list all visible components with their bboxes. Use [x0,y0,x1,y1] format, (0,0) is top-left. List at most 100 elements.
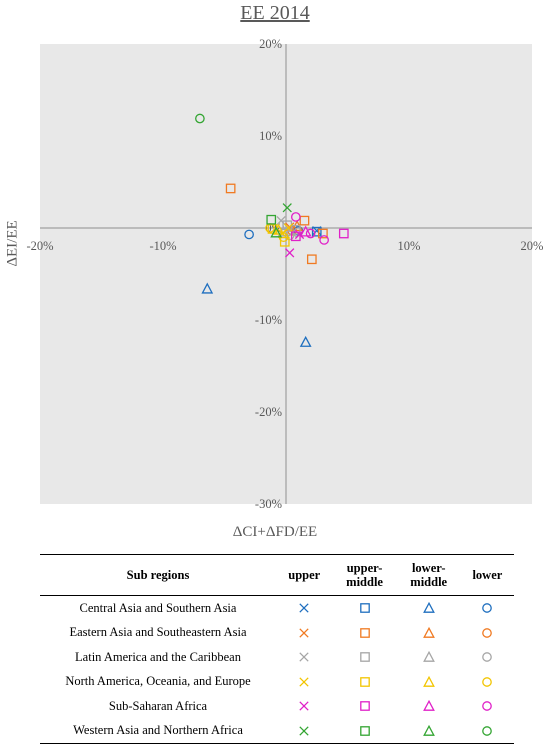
legend-x-marker [299,701,309,711]
legend-symbol-cell [396,718,461,744]
data-point [276,215,286,226]
legend-region-label: Latin America and the Caribbean [75,649,241,664]
legend-symbol [359,676,370,687]
data-point [195,113,205,124]
data-point [201,282,214,294]
legend-symbol [299,652,309,662]
legend-symbol-cell [397,670,461,695]
data-point [244,229,254,240]
legend-symbol [299,603,309,613]
data-point [279,236,290,247]
legend-square-marker [359,652,370,663]
legend-header-subregions: Sub regions [40,554,276,596]
legend-header-lower-middle-line2: middle [410,575,448,589]
legend-row: Eastern Asia and Southeastern Asia [40,621,514,646]
scatter-chart: -20% -10% 10% 20%-30%-20%-10%0%10%20% [26,37,544,511]
x-tick-label: 20% [521,239,544,253]
legend-body: Central Asia and Southern Asia Eastern As… [40,596,514,744]
data-point [283,223,294,233]
data-point [319,235,329,245]
legend-symbol-cell [461,694,514,719]
y-tick-label: 10% [259,129,282,143]
data-point [266,214,277,225]
legend-symbol [359,652,370,663]
legend-header-lower: lower [460,554,514,596]
legend-symbol-cell [333,596,397,621]
legend-row: Latin America and the Caribbean [40,645,514,670]
legend-square-marker [359,725,370,736]
legend-header-upper-middle: upper- middle [332,554,397,596]
legend-triangle-marker [422,675,435,687]
legend-square-marker [359,627,370,638]
legend-header-upper-middle-line1: upper- [346,561,383,575]
data-point [305,228,316,239]
data-point [318,228,328,239]
data-point [285,248,295,258]
legend-symbol-cell [276,694,333,719]
x-tick-label: -10% [149,239,176,253]
y-tick-label: 20% [259,37,282,51]
legend-table: Sub regions upper upper- middle lower- m… [40,554,514,744]
legend-symbol-cell [397,694,461,719]
legend-header-lower-middle: lower- middle [396,554,461,596]
legend-circle-marker [482,603,493,614]
legend-x-marker [299,603,309,613]
legend-symbol [359,603,370,614]
legend-symbol-cell [461,596,514,621]
legend-x-marker [299,677,309,687]
y-tick-label: -30% [255,497,282,511]
legend-symbol-cell [332,718,397,744]
x-tick-label: 10% [398,239,421,253]
legend-symbol-cell [276,596,333,621]
legend-circle-marker [482,627,493,638]
x-tick-label: -20% [26,239,53,253]
legend-symbol [482,652,493,663]
legend-square-marker [359,603,370,614]
legend-symbol [482,603,493,614]
legend-region-label: Eastern Asia and Southeastern Asia [69,625,247,640]
legend-region-label: Central Asia and Southern Asia [79,600,237,615]
legend-symbol-cell [397,645,461,670]
data-point [270,226,283,238]
y-tick-label: -10% [255,313,282,327]
legend-square-marker [359,676,370,687]
data-point [290,224,301,235]
x-axis-label: ΔCI+ΔFD/EE [232,524,318,540]
legend-triangle-marker [422,651,435,663]
legend-x-marker [299,652,309,662]
legend-triangle-marker [422,724,435,736]
legend-symbol [299,677,309,687]
legend-symbol-cell [276,621,333,646]
legend-symbol-cell [461,645,514,670]
legend-symbol [482,701,493,712]
legend-x-marker [299,726,309,736]
legend-symbol [482,627,493,638]
legend-x-marker [299,628,309,638]
legend-region-label: Western Asia and Northern Africa [40,718,276,744]
legend-row: North America, Oceania, and Europe [40,670,514,695]
legend-circle-marker [482,701,493,712]
legend-symbol-cell [333,670,397,695]
data-point [299,335,312,347]
legend-symbol-cell [460,718,514,744]
y-axis-label: ΔEI/EE [4,220,21,267]
data-point [311,226,322,237]
legend-symbol-cell [333,645,397,670]
legend-symbol [422,724,435,736]
legend-symbol [359,725,370,736]
legend-square-marker [359,701,370,712]
legend-circle-marker [482,652,493,663]
legend-triangle-marker [422,602,435,614]
legend-symbol-cell [397,621,461,646]
data-point [306,254,317,265]
legend-circle-marker [482,725,493,736]
legend-symbol-cell [397,596,461,621]
legend-symbol [299,701,309,711]
legend-circle-marker [482,676,493,687]
data-point [338,228,349,239]
data-point [284,230,295,241]
legend-triangle-marker [422,700,435,712]
legend-symbol [422,626,435,638]
legend-header-row: Sub regions upper upper- middle lower- m… [40,554,514,596]
legend-symbol [299,726,309,736]
